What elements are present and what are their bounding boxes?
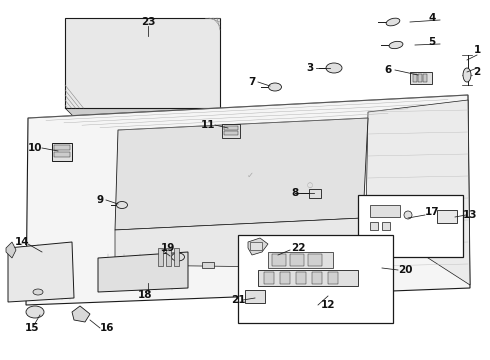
Bar xyxy=(382,222,390,230)
Bar xyxy=(370,205,400,217)
Ellipse shape xyxy=(439,211,455,220)
Bar xyxy=(238,235,393,323)
Text: 15: 15 xyxy=(25,323,39,333)
Ellipse shape xyxy=(386,18,400,26)
Polygon shape xyxy=(248,238,268,255)
Bar xyxy=(252,262,264,268)
Polygon shape xyxy=(65,18,220,108)
Bar xyxy=(290,254,304,266)
Bar xyxy=(54,152,70,157)
Text: 21: 21 xyxy=(231,295,245,305)
Polygon shape xyxy=(98,252,188,292)
Ellipse shape xyxy=(26,306,44,318)
Text: 2: 2 xyxy=(473,67,481,77)
Bar xyxy=(202,262,214,268)
Polygon shape xyxy=(26,95,470,305)
Text: 19: 19 xyxy=(161,243,175,253)
Bar xyxy=(158,248,163,266)
Bar xyxy=(413,74,417,82)
Text: 6: 6 xyxy=(384,65,392,75)
Bar xyxy=(304,262,316,268)
Bar xyxy=(174,248,179,266)
Ellipse shape xyxy=(269,83,281,91)
Text: 7: 7 xyxy=(248,77,256,87)
Text: 23: 23 xyxy=(141,17,155,27)
Polygon shape xyxy=(115,218,368,268)
Ellipse shape xyxy=(117,202,127,208)
Text: 22: 22 xyxy=(291,243,305,253)
Bar xyxy=(418,74,422,82)
Text: 13: 13 xyxy=(463,210,477,220)
Bar xyxy=(224,126,238,130)
Bar xyxy=(250,242,262,250)
Bar xyxy=(272,254,286,266)
Ellipse shape xyxy=(172,253,185,261)
Polygon shape xyxy=(72,306,90,322)
Text: 8: 8 xyxy=(292,188,298,198)
Text: 20: 20 xyxy=(398,265,412,275)
Text: 5: 5 xyxy=(428,37,436,47)
Text: 3: 3 xyxy=(306,63,314,73)
Polygon shape xyxy=(6,242,16,258)
Bar xyxy=(410,72,432,84)
Bar xyxy=(224,131,238,135)
Text: 11: 11 xyxy=(201,120,215,130)
Ellipse shape xyxy=(389,41,403,49)
Text: ○: ○ xyxy=(307,182,313,188)
Text: 9: 9 xyxy=(97,195,103,205)
Bar xyxy=(309,189,321,198)
Bar xyxy=(308,254,322,266)
Bar xyxy=(312,272,322,284)
Text: 10: 10 xyxy=(28,143,42,153)
Bar xyxy=(166,248,171,266)
Bar xyxy=(358,195,463,257)
Ellipse shape xyxy=(463,68,471,82)
Text: 18: 18 xyxy=(138,290,152,300)
Bar xyxy=(437,210,457,223)
Text: 1: 1 xyxy=(473,45,481,55)
Polygon shape xyxy=(366,100,470,285)
Ellipse shape xyxy=(404,211,412,219)
Text: 4: 4 xyxy=(428,13,436,23)
Bar xyxy=(162,262,174,268)
Bar xyxy=(423,74,427,82)
Text: 14: 14 xyxy=(15,237,29,247)
Bar xyxy=(268,252,333,268)
Text: 16: 16 xyxy=(100,323,114,333)
Bar xyxy=(222,124,240,138)
Bar xyxy=(52,143,72,161)
Bar xyxy=(280,272,290,284)
Bar xyxy=(296,272,306,284)
Bar xyxy=(54,145,70,150)
Polygon shape xyxy=(115,118,368,230)
Bar xyxy=(370,222,378,230)
Polygon shape xyxy=(8,242,74,302)
Bar xyxy=(264,272,274,284)
Bar xyxy=(245,290,265,303)
Bar xyxy=(258,270,358,286)
Bar xyxy=(328,272,338,284)
Ellipse shape xyxy=(33,289,43,295)
Text: 17: 17 xyxy=(425,207,440,217)
Ellipse shape xyxy=(326,63,342,73)
Polygon shape xyxy=(65,108,228,116)
Text: ✓: ✓ xyxy=(246,171,253,180)
Text: 12: 12 xyxy=(321,300,335,310)
